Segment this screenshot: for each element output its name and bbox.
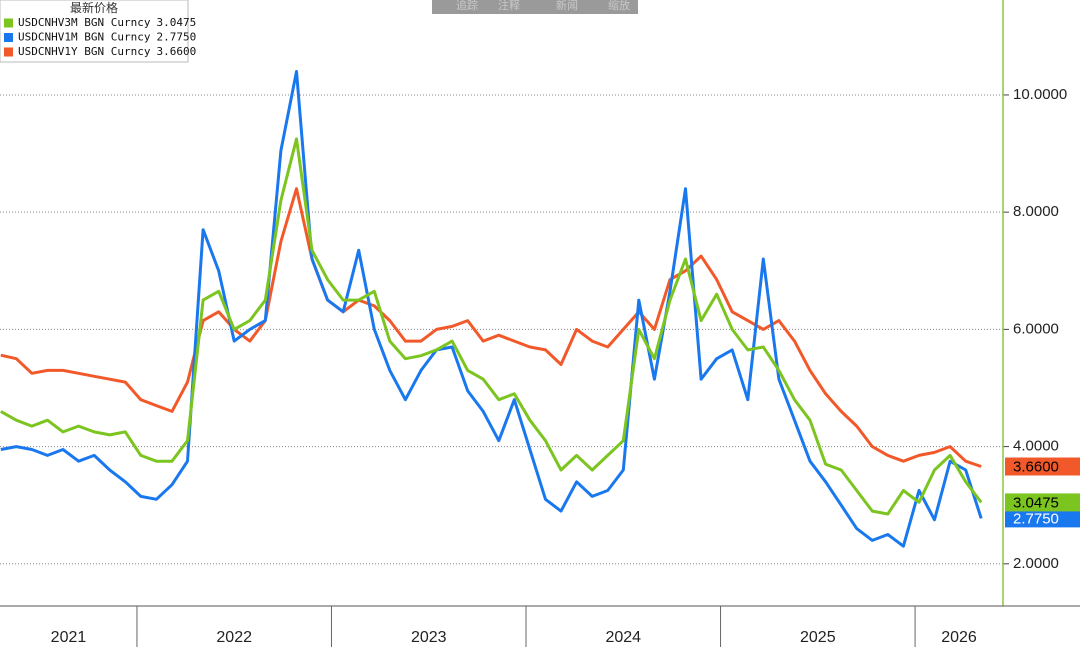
- legend-label: USDCNHV3M BGN Curncy 3.0475: [18, 16, 196, 29]
- toolbar: 追踪 注释 新闻 缩放: [432, 0, 638, 14]
- y-tick-label: 4.0000: [1013, 438, 1059, 455]
- legend-value: 2.7750: [156, 31, 196, 44]
- legend-swatch: [4, 18, 13, 28]
- legend-label: USDCNHV1Y BGN Curncy 3.6600: [18, 45, 196, 58]
- x-tick-label: 2022: [216, 629, 252, 646]
- legend-label: USDCNHV1M BGN Curncy 2.7750: [18, 31, 196, 44]
- legend-name: USDCNHV1Y BGN Curncy: [18, 45, 151, 58]
- x-tick-label: 2025: [800, 629, 836, 646]
- toolbar-button[interactable]: 追踪: [456, 0, 478, 12]
- value-tag: [1005, 509, 1080, 528]
- x-tick-label: 2026: [941, 629, 977, 646]
- value-tag-label: 3.6600: [1013, 458, 1059, 475]
- legend-box: [0, 0, 189, 63]
- x-tick-label: 2023: [411, 629, 447, 646]
- legend-name: USDCNHV3M BGN Curncy: [18, 16, 151, 29]
- series-line: [0, 187, 982, 468]
- y-tick-label: 10.0000: [1013, 86, 1067, 103]
- value-tag-label: 3.0475: [1013, 494, 1059, 511]
- legend-value: 3.6600: [156, 45, 196, 58]
- legend-title: 最新价格: [70, 0, 118, 15]
- y-tick-label: 8.0000: [1013, 203, 1059, 220]
- legend-name: USDCNHV1M BGN Curncy: [18, 31, 151, 44]
- y-tick-label: 6.0000: [1013, 320, 1059, 337]
- toolbar-button[interactable]: 缩放: [608, 0, 630, 12]
- value-tag-label: 2.7750: [1013, 510, 1059, 527]
- toolbar-button[interactable]: 新闻: [556, 0, 578, 12]
- value-tag: [1005, 493, 1080, 512]
- toolbar-button[interactable]: 注释: [498, 0, 520, 12]
- toolbar-bg: [432, 0, 638, 14]
- x-tick-label: 2021: [51, 629, 87, 646]
- legend: 最新价格 USDCNHV3M BGN Curncy 3.0475 USDCNHV1M…: [0, 0, 196, 63]
- legend-swatch: [4, 33, 13, 42]
- series-line: [0, 70, 983, 548]
- series-line: [0, 137, 983, 516]
- legend-swatch: [4, 47, 13, 57]
- legend-value: 3.0475: [156, 16, 196, 29]
- value-tag: [1005, 457, 1080, 476]
- y-tick-label: 2.0000: [1013, 555, 1059, 572]
- x-tick-label: 2024: [605, 629, 641, 646]
